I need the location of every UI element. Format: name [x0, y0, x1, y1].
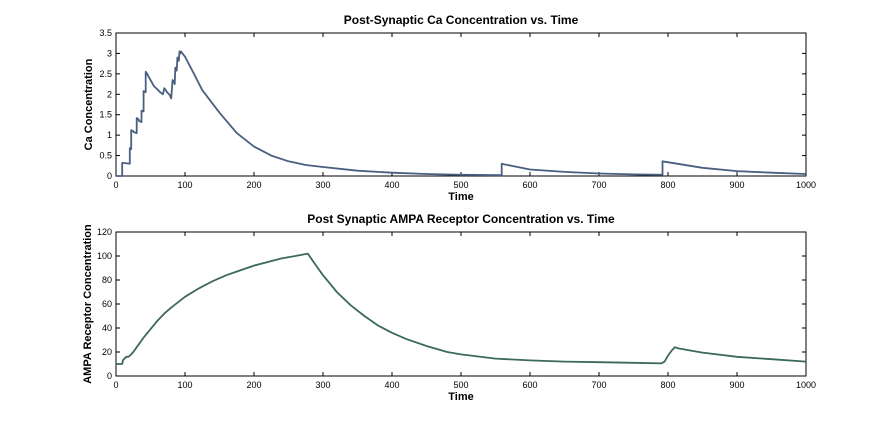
ca-chart-title: Post-Synaptic Ca Concentration vs. Time — [344, 13, 579, 27]
ampa-y-tick-label: 0 — [107, 371, 112, 381]
ca-y-tick-label: 1 — [107, 130, 112, 140]
ca-y-tick-label: 3 — [107, 48, 112, 58]
ampa-x-tick-label: 800 — [660, 380, 675, 390]
ampa-receptor-chart: 0 100 200 300 400 500 600 700 800 900 1000 0 20 40 60 8… — [82, 212, 816, 403]
ca-x-tick-label: 0 — [113, 180, 118, 190]
ca-axes-box — [115, 32, 807, 177]
ca-x-tick-label: 500 — [453, 180, 468, 190]
ampa-x-tick-label: 700 — [591, 380, 606, 390]
ca-x-tick-label: 400 — [384, 180, 399, 190]
ampa-x-tick-label: 400 — [384, 380, 399, 390]
ca-x-tick-label: 800 — [660, 180, 675, 190]
ca-y-tick-label: 0 — [107, 171, 112, 181]
ampa-chart-title: Post Synaptic AMPA Receptor Concentratio… — [307, 212, 615, 226]
ca-concentration-chart: 0 100 200 300 400 500 600 700 800 900 1000 0 0.5 1 1.5… — [83, 13, 816, 203]
ampa-axes-box — [115, 231, 807, 377]
ampa-y-tick-label: 100 — [97, 251, 112, 261]
ampa-y-tick-label: 60 — [102, 299, 112, 309]
ampa-x-tick-label: 500 — [453, 380, 468, 390]
ca-y-tick-label: 3.5 — [99, 28, 112, 38]
ampa-x-tick-label: 300 — [315, 380, 330, 390]
ca-x-tick-label: 200 — [246, 180, 261, 190]
ca-x-tick-label: 300 — [315, 180, 330, 190]
ca-y-tick-label: 2.5 — [99, 69, 112, 79]
ca-y-tick-label: 0.5 — [99, 151, 112, 161]
ampa-x-tick-label: 1000 — [796, 380, 816, 390]
ca-x-tick-label: 1000 — [796, 180, 816, 190]
ca-y-tick-label: 1.5 — [99, 110, 112, 120]
ca-y-tick-label: 2 — [107, 89, 112, 99]
ca-y-axis-label: Ca Concentration — [83, 58, 95, 150]
ampa-x-tick-label: 100 — [177, 380, 192, 390]
ampa-series-line — [116, 252, 807, 365]
ca-x-tick-label: 600 — [522, 180, 537, 190]
ampa-y-tick-label: 120 — [97, 227, 112, 237]
ampa-x-tick-label: 0 — [113, 380, 118, 390]
ampa-x-tick-label: 200 — [246, 380, 261, 390]
ca-x-axis-label: Time — [448, 191, 473, 203]
ampa-x-tick-label: 600 — [522, 380, 537, 390]
ampa-x-axis-label: Time — [448, 391, 473, 403]
ca-x-tick-label: 100 — [177, 180, 192, 190]
ca-x-tick-label: 700 — [591, 180, 606, 190]
ca-series-line — [116, 50, 807, 177]
ampa-y-axis-label: AMPA Receptor Concentration — [82, 224, 94, 384]
ampa-y-tick-label: 40 — [102, 323, 112, 333]
ca-x-tick-label: 900 — [729, 180, 744, 190]
ampa-y-tick-label: 80 — [102, 275, 112, 285]
ampa-x-tick-label: 900 — [729, 380, 744, 390]
ampa-y-tick-label: 20 — [102, 347, 112, 357]
